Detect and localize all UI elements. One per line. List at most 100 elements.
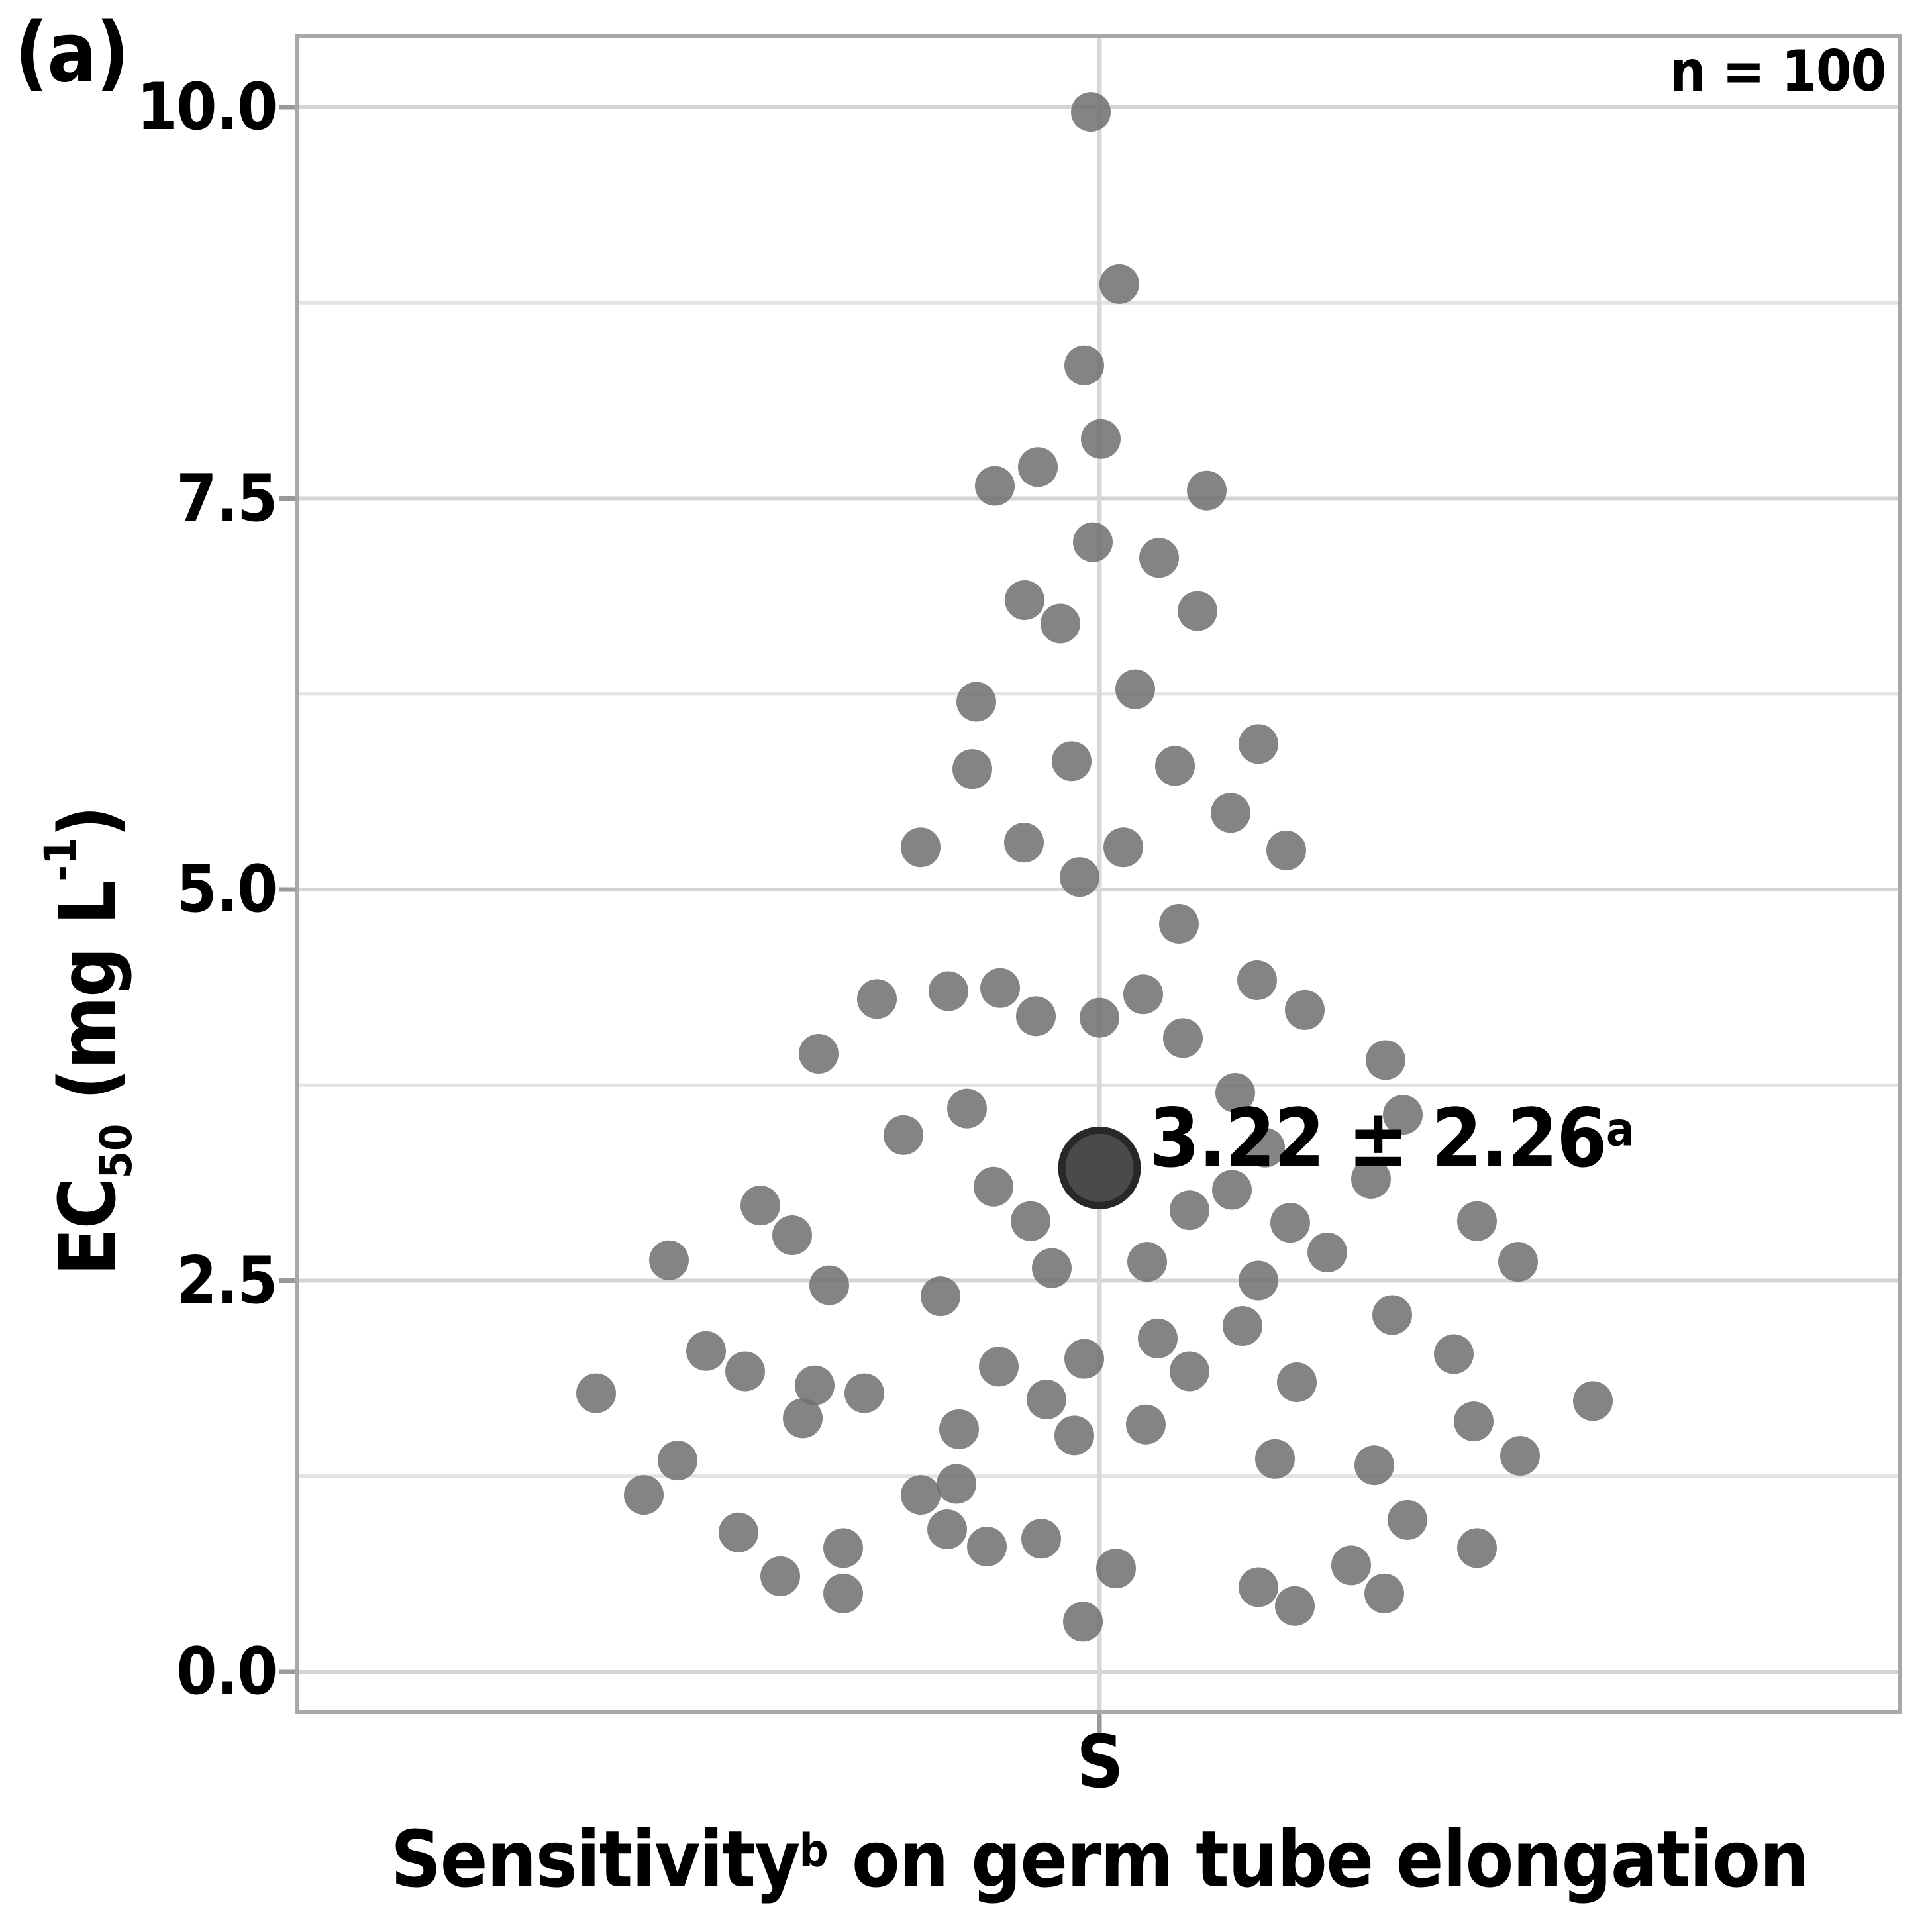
data-point bbox=[967, 1527, 1007, 1567]
data-point bbox=[975, 466, 1015, 506]
data-point bbox=[795, 1365, 835, 1405]
data-point bbox=[1170, 1351, 1209, 1392]
data-point bbox=[1277, 1362, 1317, 1403]
data-point bbox=[1018, 447, 1058, 487]
data-point bbox=[1032, 1248, 1072, 1288]
data-point bbox=[884, 1115, 923, 1155]
data-point bbox=[1071, 92, 1111, 132]
data-point bbox=[783, 1398, 823, 1439]
data-point bbox=[1255, 1439, 1295, 1479]
data-point bbox=[1081, 419, 1121, 459]
data-point bbox=[1064, 345, 1104, 385]
data-point bbox=[1266, 830, 1306, 870]
data-point bbox=[1054, 1415, 1094, 1456]
data-point bbox=[901, 827, 941, 868]
y-title-subscript: 50 bbox=[90, 1123, 142, 1179]
data-point bbox=[1063, 1602, 1103, 1642]
data-point bbox=[1457, 1201, 1497, 1241]
data-point bbox=[1573, 1381, 1613, 1421]
data-point bbox=[1064, 1339, 1104, 1379]
data-point bbox=[725, 1351, 765, 1392]
data-point bbox=[980, 968, 1020, 1008]
y-tick-label: 2.5 bbox=[176, 1243, 278, 1319]
x-axis-title: Sensitivityb on germ tube elongation bbox=[238, 1813, 1932, 1905]
data-point bbox=[823, 1573, 863, 1613]
y-tick-label: 0.0 bbox=[176, 1634, 278, 1709]
data-point bbox=[937, 1464, 976, 1504]
data-point bbox=[1237, 960, 1277, 1000]
data-point bbox=[1021, 1519, 1061, 1559]
data-point bbox=[1052, 741, 1092, 782]
sample-size-label: n = 100 bbox=[1669, 38, 1887, 105]
data-point bbox=[1138, 1318, 1178, 1358]
y-title-superscript: -1 bbox=[35, 837, 86, 882]
data-point bbox=[901, 1475, 941, 1515]
data-point bbox=[1041, 603, 1080, 644]
data-point bbox=[799, 1034, 839, 1074]
data-point bbox=[823, 1528, 863, 1568]
data-point bbox=[947, 1088, 987, 1129]
data-point bbox=[1245, 1127, 1285, 1168]
y-tick-label: 10.0 bbox=[136, 70, 278, 145]
data-point bbox=[1366, 1040, 1405, 1080]
y-title-base: EC bbox=[41, 1178, 133, 1276]
data-point bbox=[1223, 1305, 1262, 1346]
data-point bbox=[1454, 1401, 1494, 1442]
data-point bbox=[1187, 470, 1227, 511]
data-point bbox=[1434, 1334, 1474, 1374]
panel-label: (a) bbox=[15, 5, 130, 101]
data-point bbox=[1027, 1380, 1066, 1420]
data-point bbox=[1354, 1445, 1394, 1486]
y-title-end: ) bbox=[41, 806, 133, 838]
data-point bbox=[1126, 1404, 1166, 1445]
panel-border bbox=[295, 34, 1902, 1714]
data-point bbox=[1127, 1242, 1167, 1282]
data-point bbox=[1388, 1500, 1427, 1540]
data-point bbox=[1383, 1095, 1423, 1135]
data-point bbox=[1004, 823, 1044, 863]
x-title-post: on germ tube elongation bbox=[828, 1813, 1809, 1905]
data-point bbox=[1115, 669, 1155, 709]
data-point bbox=[649, 1240, 689, 1280]
data-point bbox=[921, 1276, 960, 1317]
data-point bbox=[658, 1441, 697, 1481]
data-point bbox=[1163, 1018, 1203, 1058]
data-point bbox=[1331, 1545, 1371, 1586]
data-point bbox=[1159, 903, 1199, 944]
data-point bbox=[1016, 996, 1056, 1037]
data-point bbox=[857, 979, 897, 1019]
y-tick-label: 7.5 bbox=[176, 460, 278, 536]
data-point bbox=[1060, 857, 1099, 897]
data-point bbox=[1498, 1242, 1538, 1282]
data-point bbox=[1155, 746, 1195, 786]
data-point bbox=[624, 1475, 664, 1515]
y-title-mid: (mg L bbox=[41, 881, 133, 1124]
data-point bbox=[1096, 1549, 1136, 1589]
mean-annotation-value: 3.22 ± 2.26 bbox=[1149, 1092, 1607, 1186]
data-point bbox=[1285, 990, 1325, 1030]
data-point bbox=[1080, 997, 1119, 1038]
data-point bbox=[1364, 1573, 1404, 1613]
data-point bbox=[1307, 1232, 1347, 1272]
mean-annotation: 3.22 ± 2.26a bbox=[1149, 1092, 1635, 1186]
data-point bbox=[927, 1509, 967, 1550]
data-point bbox=[760, 1556, 800, 1596]
data-point bbox=[956, 682, 996, 722]
data-point bbox=[1178, 591, 1217, 631]
data-point bbox=[740, 1186, 780, 1226]
data-point bbox=[1211, 793, 1250, 833]
y-axis-title: EC50 (mg L-1) bbox=[15, 578, 142, 1505]
data-point bbox=[939, 1409, 979, 1449]
data-point bbox=[576, 1373, 616, 1413]
data-point bbox=[979, 1347, 1019, 1387]
data-point bbox=[1351, 1158, 1391, 1199]
data-point bbox=[772, 1215, 812, 1256]
data-point bbox=[1123, 974, 1163, 1015]
x-tick-label: S bbox=[1076, 1719, 1123, 1804]
data-point bbox=[1270, 1203, 1310, 1243]
data-point bbox=[1212, 1170, 1252, 1210]
data-point bbox=[1011, 1201, 1050, 1241]
data-point bbox=[1170, 1190, 1209, 1231]
